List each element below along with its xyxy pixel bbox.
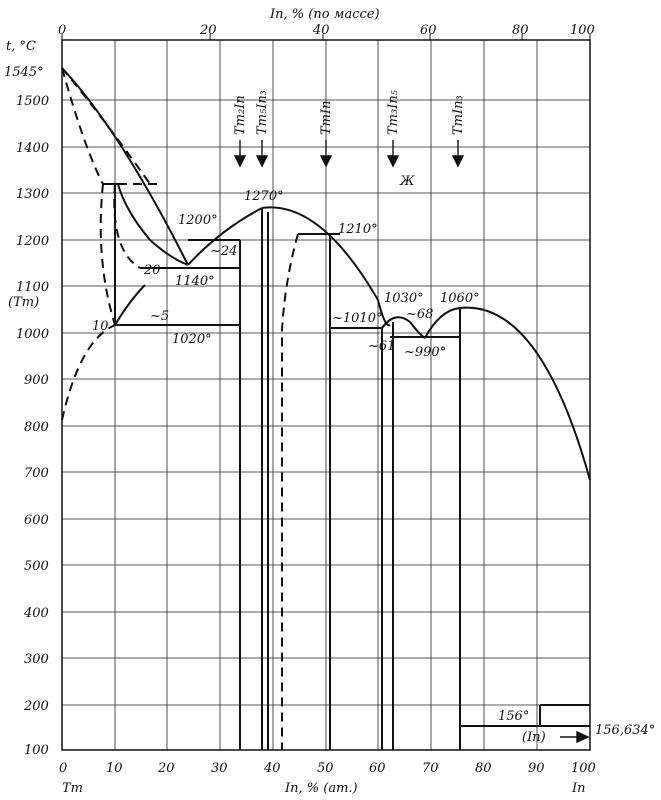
left-tick: 1400 — [16, 141, 49, 156]
bottom-tick: 50 — [317, 761, 334, 776]
annotations: 1545° (Tm) 10 20 ~5 ~24 1140° 1020° 1200… — [4, 65, 655, 745]
left-tick: 200 — [23, 699, 49, 714]
bottom-tick: 10 — [106, 761, 123, 776]
left-tick: 500 — [24, 559, 49, 574]
label-tm2in: Tm₂In — [233, 95, 248, 135]
t156-label: 156° — [498, 709, 529, 724]
t990-label: ~990° — [404, 345, 446, 360]
plot-frame — [61, 39, 591, 751]
label-tm5in3: Tm₅In₃ — [255, 90, 270, 135]
t1270-label: 1270° — [244, 189, 284, 204]
top-tick: 100 — [570, 23, 595, 38]
top-axis-ticks — [61, 34, 591, 40]
label-tm3in5: Tm₃In₅ — [386, 89, 401, 135]
t1210-label: 1210° — [338, 222, 378, 237]
left-tick: 800 — [24, 420, 49, 435]
t1020-label: 1020° — [172, 332, 212, 347]
bottom-tick: 30 — [211, 761, 228, 776]
p10-label: 10 — [92, 319, 109, 334]
tm-melt-label: 1545° — [4, 65, 44, 80]
left-tick: 400 — [23, 606, 49, 621]
bottom-tick: 90 — [528, 761, 545, 776]
dashed-lines — [61, 67, 299, 750]
left-tick: 1000 — [16, 327, 49, 342]
left-tick: 100 — [24, 743, 49, 758]
top-tick: 40 — [312, 23, 330, 38]
bottom-tick: 0 — [59, 761, 67, 776]
top-tick: 60 — [420, 23, 437, 38]
left-tick: 1200 — [16, 234, 49, 249]
left-tick: 600 — [24, 513, 49, 528]
top-axis-title: In, % (по массе) — [269, 7, 380, 22]
bottom-left-end: Tm — [62, 781, 83, 796]
liquid-label: Ж — [399, 174, 415, 189]
bottom-tick: 20 — [157, 761, 175, 776]
bottom-tick: 60 — [369, 761, 386, 776]
t156634-label: 156,634° — [595, 723, 655, 738]
label-tmin3: TmIn₃ — [451, 95, 466, 135]
label-tmin: TmIn — [319, 100, 334, 135]
bottom-tick: 100 — [571, 761, 596, 776]
t1140-label: 1140° — [175, 274, 215, 289]
left-tick: 900 — [24, 373, 49, 388]
tm-phase-label: (Tm) — [8, 295, 39, 310]
bottom-tick: 70 — [422, 761, 439, 776]
left-tick: 1500 — [16, 94, 49, 109]
left-tick: 1100 — [16, 280, 49, 295]
top-tick: 20 — [199, 23, 217, 38]
bottom-tick: 80 — [475, 761, 492, 776]
top-tick-labels: 0 20 40 60 80 100 — [58, 23, 595, 38]
p24-label: ~24 — [210, 244, 237, 259]
left-tick-labels: 1500 1400 1300 1200 1100 1000 900 800 70… — [16, 94, 49, 758]
bottom-tick: 40 — [263, 761, 281, 776]
bottom-tick-labels: 0 10 20 30 40 50 60 70 80 90 100 — [59, 761, 596, 776]
top-tick: 80 — [512, 23, 529, 38]
in-phase-label: (In) — [522, 730, 546, 745]
bottom-axis-title: In, % (ат.) — [284, 781, 358, 796]
left-tick: 300 — [24, 652, 49, 667]
top-tick: 0 — [58, 23, 66, 38]
left-tick: 1300 — [16, 187, 49, 202]
t1030-label: 1030° — [384, 291, 424, 306]
t1200-label: 1200° — [178, 213, 218, 228]
bottom-right-end: In — [571, 781, 586, 796]
p5-label: ~5 — [150, 309, 169, 324]
p68-label: ~68 — [406, 307, 433, 322]
left-axis-title: t, °C — [6, 39, 36, 54]
p61-label: ~61 — [368, 339, 395, 354]
t1060-label: 1060° — [440, 291, 480, 306]
t1010-label: ~1010° — [332, 311, 382, 326]
compound-labels: Tm₂In Tm₅In₃ TmIn Tm₃In₅ TmIn₃ — [233, 89, 466, 135]
p20-label: 20 — [143, 263, 161, 278]
compound-arrows — [233, 140, 590, 744]
left-tick: 700 — [24, 466, 49, 481]
